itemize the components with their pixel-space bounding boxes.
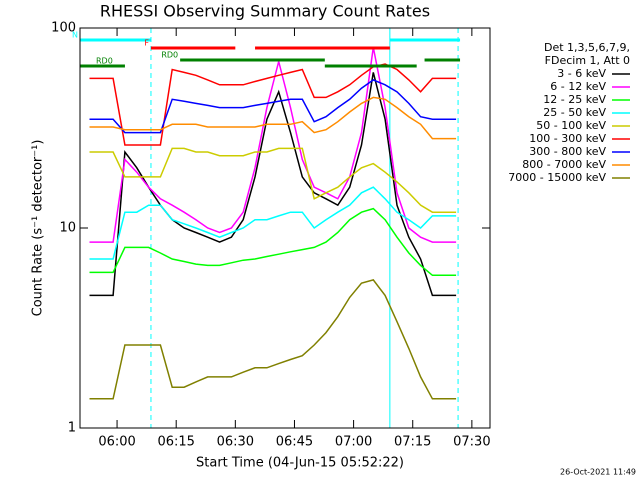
legend-label: 6 - 12 keV — [550, 80, 606, 93]
series-line — [89, 72, 457, 297]
legend-label: 50 - 100 keV — [536, 119, 606, 132]
chart-title: RHESSI Observing Summary Count Rates — [100, 2, 430, 21]
x-tick-label: 07:30 — [453, 435, 490, 450]
legend-label: 12 - 25 keV — [543, 93, 606, 106]
x-tick-label: 06:15 — [157, 435, 194, 450]
series-line — [89, 47, 457, 243]
legend-label: 3 - 6 keV — [557, 67, 606, 80]
status-label: RD0 — [96, 57, 113, 66]
series-line — [89, 279, 457, 400]
y-tick-label: 100 — [51, 21, 76, 36]
x-tick-label: 06:30 — [217, 435, 254, 450]
legend-header: FDecim 1, Att 0 — [545, 54, 630, 67]
y-tick-label: 1 — [68, 421, 76, 436]
status-label: RD0 — [161, 51, 178, 60]
legend-label: 800 - 7000 keV — [522, 158, 606, 171]
series-line — [89, 147, 457, 213]
legend-label: 300 - 800 keV — [529, 145, 606, 158]
y-tick-label: 10 — [59, 221, 76, 236]
series-line — [89, 96, 457, 140]
status-label: N — [72, 31, 78, 40]
status-label: F — [144, 39, 149, 48]
series-line — [89, 186, 457, 260]
legend-header: Det 1,3,5,6,7,9, — [544, 41, 630, 54]
series-line — [89, 63, 457, 146]
x-tick-label: 07:15 — [394, 435, 431, 450]
x-axis-title: Start Time (04-Jun-15 05:52:22) — [196, 456, 404, 471]
series-line — [89, 207, 457, 277]
x-tick-label: 06:00 — [98, 435, 135, 450]
x-tick-label: 06:45 — [276, 435, 313, 450]
legend-label: 100 - 300 keV — [529, 132, 606, 145]
legend-label: 7000 - 15000 keV — [508, 171, 606, 184]
legend-label: 25 - 50 keV — [543, 106, 606, 119]
series-line — [89, 79, 457, 134]
x-tick-label: 07:00 — [335, 435, 372, 450]
y-axis-title: Count Rate (s⁻¹ detector⁻¹) — [31, 140, 46, 317]
footer-date: 26-Oct-2021 11:49 — [560, 468, 636, 477]
